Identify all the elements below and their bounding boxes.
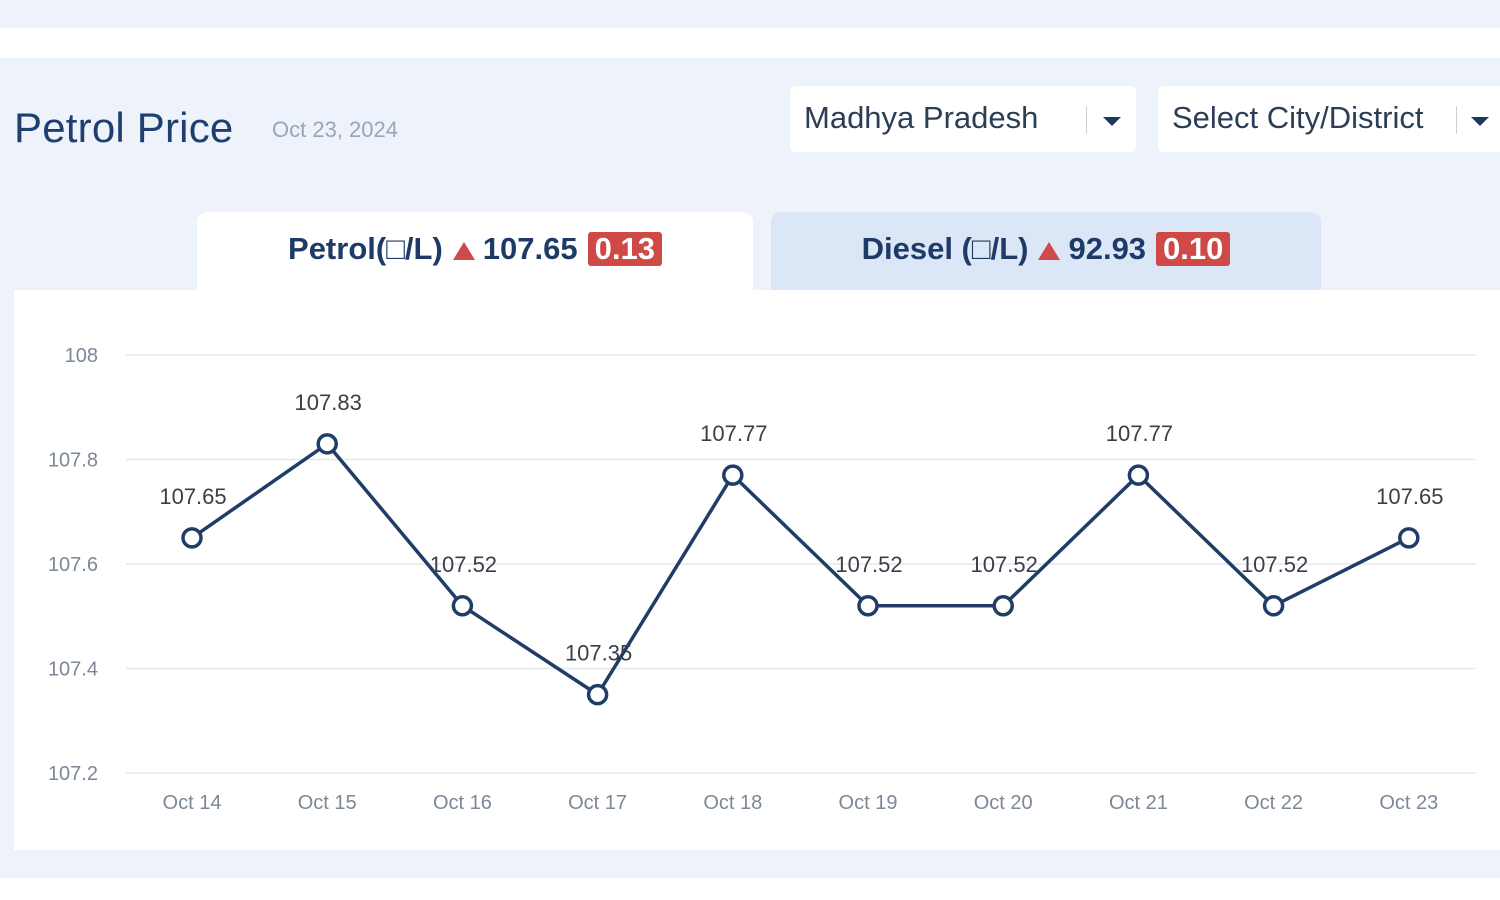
x-tick-label: Oct 16	[433, 792, 492, 814]
data-label: 107.35	[565, 641, 632, 666]
dropdown-divider	[1456, 106, 1457, 134]
data-point	[181, 527, 203, 549]
chevron-down-icon[interactable]	[1103, 117, 1121, 126]
data-label: 107.52	[835, 552, 902, 577]
x-tick-label: Oct 19	[839, 792, 898, 814]
tab-diesel-change-badge: 0.10	[1156, 232, 1231, 266]
data-label: 107.52	[1241, 552, 1308, 577]
tab-diesel-price: 92.93	[1068, 231, 1147, 266]
y-tick-label: 107.2	[48, 763, 98, 785]
tab-petrol-label: Petrol(□/L)	[288, 231, 443, 266]
x-tick-label: Oct 20	[974, 792, 1033, 814]
data-point	[1127, 464, 1150, 486]
tab-petrol-change-badge: 0.13	[587, 232, 662, 266]
x-tick-label: Oct 14	[163, 792, 222, 814]
x-tick-label: Oct 18	[703, 792, 762, 814]
series-line	[190, 442, 1411, 697]
data-label: 107.65	[159, 484, 226, 509]
y-tick-label: 107.6	[48, 554, 98, 576]
bottom-strip	[0, 878, 1500, 900]
top-strip	[0, 28, 1500, 58]
city-dropdown-value: Select City/District	[1172, 100, 1424, 135]
tab-petrol-price: 107.65	[482, 231, 578, 266]
tab-petrol[interactable]: Petrol(□/L) 107.65 0.13	[197, 212, 753, 290]
tab-diesel[interactable]: Diesel (□/L) 92.93 0.10	[771, 212, 1321, 290]
arrow-up-icon	[452, 242, 475, 260]
y-tick-label: 107.4	[48, 659, 98, 681]
x-tick-label: Oct 23	[1379, 792, 1438, 814]
chevron-down-icon[interactable]	[1471, 117, 1489, 126]
data-label: 107.52	[971, 552, 1038, 577]
price-date: Oct 23, 2024	[272, 117, 398, 142]
city-dropdown[interactable]: Select City/District	[1158, 86, 1500, 152]
tab-diesel-label: Diesel (□/L)	[861, 231, 1029, 266]
y-tick-label: 107.8	[48, 450, 98, 472]
page-title: Petrol Price	[14, 104, 234, 151]
state-dropdown[interactable]: Madhya Pradesh	[790, 86, 1136, 152]
state-dropdown-value: Madhya Pradesh	[804, 100, 1039, 135]
dropdown-divider	[1086, 106, 1087, 134]
x-tick-label: Oct 21	[1109, 792, 1168, 814]
y-tick-label: 108	[65, 345, 98, 367]
data-label: 107.52	[430, 552, 497, 577]
data-point	[451, 595, 474, 617]
arrow-up-icon	[1038, 242, 1061, 260]
x-tick-label: Oct 15	[298, 792, 357, 814]
data-point	[722, 464, 744, 486]
data-label: 107.83	[295, 390, 362, 415]
data-point	[1398, 527, 1420, 549]
data-point	[316, 433, 338, 455]
data-point	[992, 595, 1014, 617]
data-label: 107.65	[1376, 484, 1443, 509]
data-point	[1262, 595, 1285, 617]
data-point	[857, 595, 879, 617]
x-tick-label: Oct 22	[1244, 792, 1303, 814]
data-label: 107.77	[700, 421, 767, 446]
data-point	[586, 683, 609, 706]
x-tick-label: Oct 17	[568, 792, 627, 814]
data-label: 107.77	[1106, 421, 1173, 446]
price-line-chart: 108 107.8 107.6 107.4 107.2 Oct 14 Oct 15 Oct 1…	[48, 345, 1476, 814]
chart-panel: 108 107.8 107.6 107.4 107.2 Oct 14 Oct 15 Oct 1…	[14, 290, 1500, 850]
